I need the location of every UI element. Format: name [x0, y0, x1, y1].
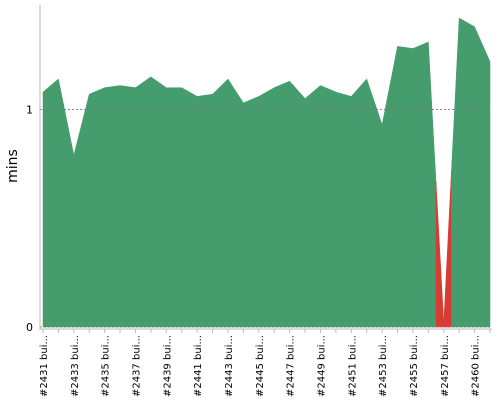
x-tick-label: #2457 bui... — [440, 335, 451, 397]
area-segment — [404, 44, 421, 328]
x-tick-label: #2447 bui... — [286, 335, 297, 397]
x-tick-label: #2451 bui... — [347, 335, 358, 397]
area-segment — [466, 21, 483, 328]
area-segment — [312, 85, 329, 328]
area-segment — [374, 85, 391, 328]
area-segment — [189, 91, 206, 328]
area-segment — [250, 91, 267, 328]
area-segment — [142, 76, 159, 328]
area-segment — [42, 84, 51, 328]
x-tick-label: #2460 bui... — [471, 335, 482, 397]
x-tick-label: #2431 bui... — [39, 335, 50, 397]
area-segment — [482, 44, 491, 328]
area-segment — [220, 78, 236, 328]
area-segment — [204, 85, 221, 328]
x-tick-label: #2443 bui... — [224, 335, 235, 397]
y-tick-label: 0 — [26, 321, 33, 334]
area-segment — [173, 87, 190, 328]
area-segment — [81, 90, 98, 328]
area-segment — [420, 41, 437, 328]
area-segment — [112, 85, 129, 328]
area-segment — [50, 78, 67, 328]
area-segment — [281, 80, 298, 328]
area-segment — [96, 86, 113, 328]
x-tick-label: #2437 bui... — [131, 335, 142, 397]
area-segment — [435, 170, 452, 328]
area-segment — [65, 116, 82, 328]
area-segment — [266, 84, 283, 328]
area-segment — [235, 90, 252, 328]
area-segment — [327, 88, 344, 328]
x-tick-label: #2449 bui... — [316, 335, 327, 397]
x-tick-label: #2433 bui... — [70, 335, 81, 397]
x-tick-label: #2441 bui... — [193, 335, 204, 397]
x-tick-label: #2435 bui... — [101, 335, 112, 397]
area-segment — [127, 81, 144, 328]
y-axis-label: mins — [5, 149, 21, 183]
x-tick-label: #2445 bui... — [255, 335, 266, 397]
area-segment — [451, 17, 468, 328]
area-segment — [158, 81, 175, 328]
area-segment — [389, 46, 406, 328]
x-tick-label: #2439 bui... — [162, 335, 173, 397]
x-tick-label: #2453 bui... — [378, 335, 389, 397]
area-segment — [358, 78, 375, 328]
x-tick-label: #2455 bui... — [409, 335, 420, 397]
area-segment — [343, 87, 360, 328]
area-segment — [297, 89, 313, 328]
y-tick-label: 1 — [26, 103, 33, 116]
